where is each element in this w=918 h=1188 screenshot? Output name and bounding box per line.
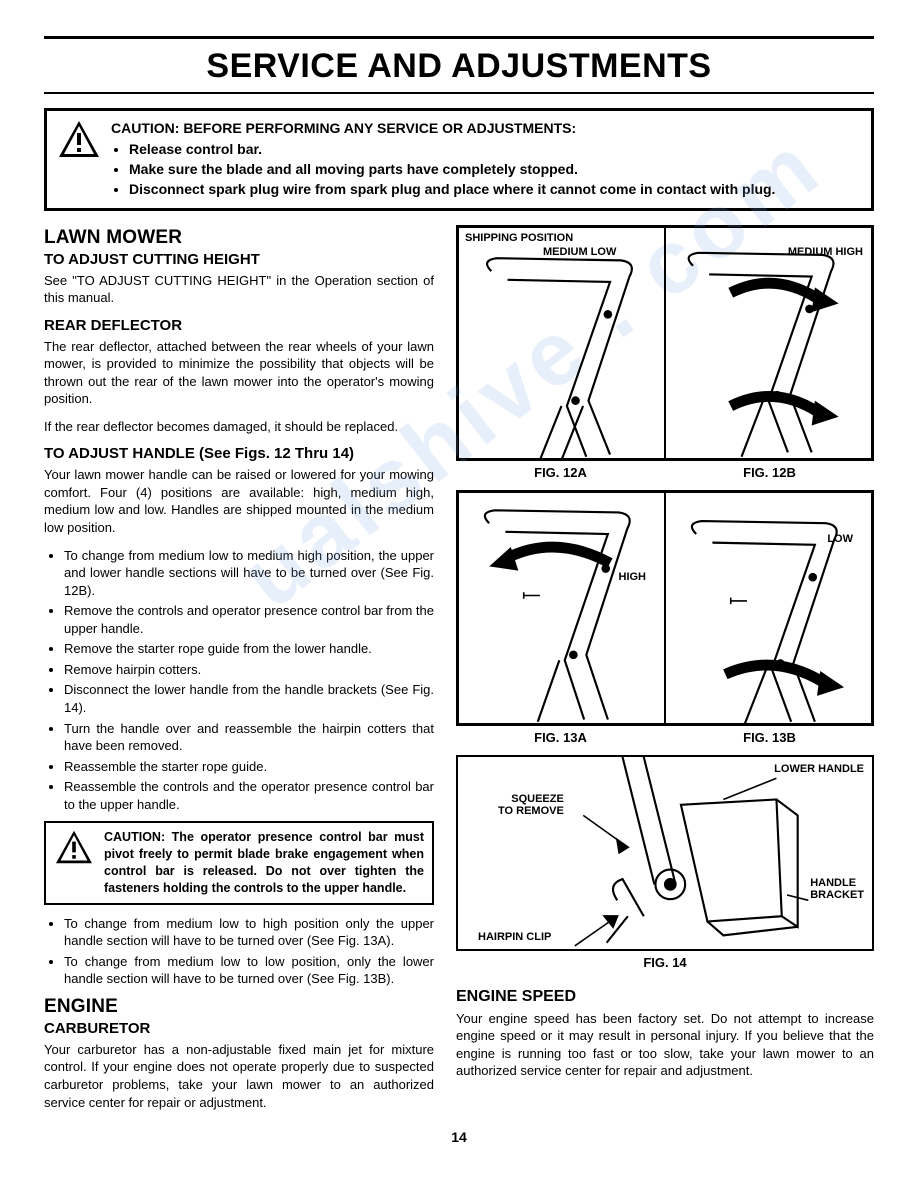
heading-rear-deflector: REAR DEFLECTOR	[44, 317, 434, 334]
figure-13b-cell: LOW	[665, 492, 872, 724]
bullets-adjust-handle-2: To change from medium low to high positi…	[64, 915, 434, 988]
figure-13-captions: FIG. 13A FIG. 13B	[456, 730, 874, 745]
bullets-adjust-handle-1: To change from medium low to medium high…	[64, 547, 434, 814]
handle-diagram-12b	[666, 228, 871, 459]
list-item: Disconnect the lower handle from the han…	[64, 681, 434, 716]
figure-12a-cell: SHIPPING POSITION MEDIUM LOW	[458, 227, 665, 459]
handle-bracket-diagram	[458, 757, 872, 951]
caption-fig-13b: FIG. 13B	[665, 730, 874, 745]
heading-lawn-mower: LAWN MOWER	[44, 227, 434, 249]
heading-adjust-handle: TO ADJUST HANDLE (See Figs. 12 Thru 14)	[44, 445, 434, 462]
caption-fig-13a: FIG. 13A	[456, 730, 665, 745]
caption-fig-12a: FIG. 12A	[456, 465, 665, 480]
caption-fig-14: FIG. 14	[456, 955, 874, 970]
rule-under-title	[44, 92, 874, 94]
list-item: Remove the controls and operator presenc…	[64, 602, 434, 637]
handle-diagram-13b	[666, 493, 871, 724]
list-item: Turn the handle over and reassemble the …	[64, 720, 434, 755]
heading-adjust-cutting: TO ADJUST CUTTING HEIGHT	[44, 251, 434, 268]
page-title: SERVICE AND ADJUSTMENTS	[44, 47, 874, 86]
right-column: SHIPPING POSITION MEDIUM LOW MEDIUM HIGH	[456, 225, 874, 1090]
para-adjust-cutting: See "TO ADJUST CUTTING HEIGHT" in the Op…	[44, 272, 434, 307]
caution-box-top: CAUTION: BEFORE PERFORMING ANY SERVICE O…	[44, 108, 874, 211]
figure-14-box: LOWER HANDLE SQUEEZE TO REMOVE HANDLE BR…	[456, 755, 874, 951]
caution-inline-text: CAUTION: The operator presence control b…	[104, 829, 424, 897]
warning-triangle-icon	[54, 829, 94, 865]
figure-12-captions: FIG. 12A FIG. 12B	[456, 465, 874, 480]
warning-triangle-icon	[57, 119, 101, 159]
caution-item: Make sure the blade and all moving parts…	[129, 160, 775, 179]
figure-12b-cell: MEDIUM HIGH	[665, 227, 872, 459]
list-item: Reassemble the controls and the operator…	[64, 778, 434, 813]
left-column: LAWN MOWER TO ADJUST CUTTING HEIGHT See …	[44, 225, 434, 1122]
para-carburetor: Your carburetor has a non-adjustable fix…	[44, 1041, 434, 1111]
caption-fig-12b: FIG. 12B	[665, 465, 874, 480]
caution-item: Disconnect spark plug wire from spark pl…	[129, 180, 775, 199]
caution-top-text: CAUTION: BEFORE PERFORMING ANY SERVICE O…	[111, 119, 775, 200]
list-item: To change from medium low to high positi…	[64, 915, 434, 950]
rule-top	[44, 36, 874, 39]
figure-13a-cell: HIGH	[458, 492, 665, 724]
para-rear-deflector-1: The rear deflector, attached between the…	[44, 338, 434, 408]
heading-engine: ENGINE	[44, 996, 434, 1018]
heading-carburetor: CARBURETOR	[44, 1020, 434, 1037]
page-number: 14	[44, 1129, 874, 1145]
handle-diagram-13a	[459, 493, 664, 724]
list-item: To change from medium low to low positio…	[64, 953, 434, 988]
para-adjust-handle: Your lawn mower handle can be raised or …	[44, 466, 434, 536]
heading-engine-speed: ENGINE SPEED	[456, 988, 874, 1006]
caution-top-heading: CAUTION: BEFORE PERFORMING ANY SERVICE O…	[111, 119, 775, 138]
list-item: Reassemble the starter rope guide.	[64, 758, 434, 776]
caution-item: Release control bar.	[129, 140, 775, 159]
caution-box-inline: CAUTION: The operator presence control b…	[44, 821, 434, 905]
list-item: Remove hairpin cotters.	[64, 661, 434, 679]
para-engine-speed: Your engine speed has been factory set. …	[456, 1010, 874, 1080]
handle-diagram-12a	[459, 228, 664, 459]
para-rear-deflector-2: If the rear deflector becomes damaged, i…	[44, 418, 434, 436]
list-item: Remove the starter rope guide from the l…	[64, 640, 434, 658]
figure-12-grid: SHIPPING POSITION MEDIUM LOW MEDIUM HIGH	[456, 225, 874, 461]
figure-13-grid: HIGH LOW	[456, 490, 874, 726]
list-item: To change from medium low to medium high…	[64, 547, 434, 600]
